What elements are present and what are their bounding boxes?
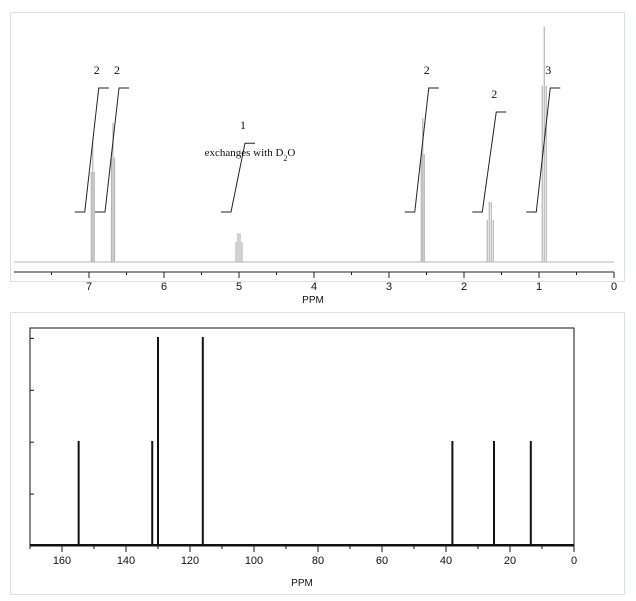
h-nmr-integration-label: 1 xyxy=(240,118,246,132)
c-nmr-x-tick-label: 0 xyxy=(571,555,577,567)
h-nmr-integration-label: 2 xyxy=(114,63,120,77)
c-nmr-x-tick-label: 20 xyxy=(504,555,516,567)
h-nmr-integral-curve xyxy=(221,142,255,213)
c-nmr-x-tick-label: 40 xyxy=(440,555,452,567)
h-nmr-x-tick-label: 6 xyxy=(161,281,167,293)
h-nmr-x-tick-label: 2 xyxy=(461,281,467,293)
h-nmr-integration-label: 2 xyxy=(491,87,497,101)
c-nmr-x-tick-label: 80 xyxy=(312,555,324,567)
h-nmr-annotation: exchanges with D2O xyxy=(205,147,296,163)
h-nmr-x-tick-label: 0 xyxy=(611,281,617,293)
h-nmr-x-tick-label: 1 xyxy=(536,281,542,293)
h-nmr-x-tick-label: 4 xyxy=(311,281,317,293)
c-nmr-x-tick-label: 60 xyxy=(376,555,388,567)
h-nmr-integration-label: 3 xyxy=(545,63,551,77)
h-nmr-integral-curve xyxy=(74,87,109,213)
h-nmr-x-tick-label: 3 xyxy=(386,281,392,293)
c-nmr-x-tick-label: 120 xyxy=(181,555,199,567)
c-nmr-x-tick-label: 100 xyxy=(245,555,263,567)
h-nmr-integration-label: 2 xyxy=(424,63,430,77)
c-nmr-plot-frame xyxy=(29,327,575,547)
h-nmr-integration-label: 2 xyxy=(94,63,100,77)
h-nmr-integral-curve xyxy=(95,87,129,213)
h-nmr-x-tick-label: 5 xyxy=(236,281,242,293)
h-nmr-x-axis-label: PPM xyxy=(302,295,324,306)
h-nmr-integral-curve xyxy=(526,87,561,213)
c-nmr-x-axis-label: PPM xyxy=(291,578,313,589)
h-nmr-integral-curve xyxy=(472,111,507,213)
c-nmr-x-tick-label: 140 xyxy=(117,555,135,567)
c-nmr-x-tick-label: 160 xyxy=(53,555,71,567)
h-nmr-integral-curve xyxy=(404,87,439,213)
h-nmr-x-tick-label: 7 xyxy=(86,281,92,293)
